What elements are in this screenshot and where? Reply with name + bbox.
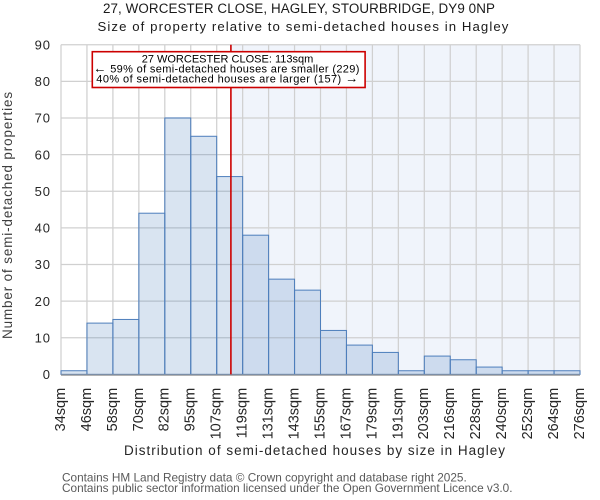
- svg-text:50: 50: [35, 184, 51, 199]
- svg-text:131sqm: 131sqm: [261, 388, 277, 440]
- svg-text:27, WORCESTER CLOSE, HAGLEY, S: 27, WORCESTER CLOSE, HAGLEY, STOURBRIDGE…: [103, 1, 495, 16]
- svg-text:70sqm: 70sqm: [131, 388, 147, 432]
- svg-text:40% of semi-detached houses ar: 40% of semi-detached houses are larger (…: [96, 71, 358, 86]
- svg-text:27 WORCESTER CLOSE: 113sqm: 27 WORCESTER CLOSE: 113sqm: [142, 53, 314, 65]
- svg-text:40: 40: [35, 221, 51, 236]
- svg-text:240sqm: 240sqm: [494, 388, 510, 440]
- svg-text:252sqm: 252sqm: [520, 388, 536, 440]
- svg-text:216sqm: 216sqm: [442, 388, 458, 440]
- svg-text:82sqm: 82sqm: [157, 388, 173, 432]
- svg-text:60: 60: [35, 147, 51, 162]
- svg-text:264sqm: 264sqm: [546, 388, 562, 440]
- svg-text:Size of property relative to s: Size of property relative to semi-detach…: [98, 19, 510, 34]
- svg-text:70: 70: [35, 111, 51, 126]
- svg-text:155sqm: 155sqm: [312, 388, 328, 440]
- svg-text:90: 90: [35, 37, 51, 52]
- svg-text:0: 0: [43, 367, 51, 382]
- svg-text:58sqm: 58sqm: [105, 388, 121, 432]
- svg-text:Distribution of semi-detached: Distribution of semi-detached houses by …: [124, 443, 506, 458]
- svg-text:95sqm: 95sqm: [183, 388, 199, 432]
- svg-text:203sqm: 203sqm: [416, 388, 432, 440]
- svg-text:30: 30: [35, 257, 51, 272]
- svg-text:10: 10: [35, 330, 51, 345]
- svg-text:179sqm: 179sqm: [364, 388, 380, 440]
- svg-text:167sqm: 167sqm: [338, 388, 354, 440]
- svg-text:Contains HM Land Registry data: Contains HM Land Registry data © Crown c…: [62, 470, 467, 484]
- svg-text:← 59% of semi-detached houses: ← 59% of semi-detached houses are smalle…: [93, 60, 359, 75]
- svg-text:46sqm: 46sqm: [79, 388, 95, 432]
- svg-text:119sqm: 119sqm: [235, 388, 251, 439]
- svg-text:276sqm: 276sqm: [572, 388, 588, 440]
- svg-text:20: 20: [35, 294, 51, 309]
- svg-text:143sqm: 143sqm: [286, 388, 302, 440]
- svg-text:34sqm: 34sqm: [53, 388, 69, 432]
- svg-text:191sqm: 191sqm: [390, 388, 406, 440]
- svg-text:80: 80: [35, 74, 51, 89]
- svg-text:Number of semi-detached proper: Number of semi-detached properties: [0, 91, 15, 339]
- svg-text:Contains public sector informa: Contains public sector information licen…: [62, 481, 513, 495]
- svg-text:107sqm: 107sqm: [209, 388, 225, 440]
- svg-text:228sqm: 228sqm: [468, 388, 484, 440]
